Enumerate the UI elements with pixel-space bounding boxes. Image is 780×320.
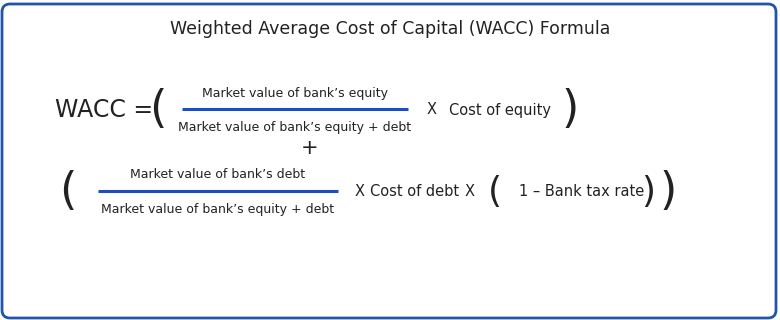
Text: 1 – Bank tax rate: 1 – Bank tax rate [519,185,644,199]
Text: +: + [301,138,319,158]
Text: Cost of equity: Cost of equity [449,102,551,117]
Text: X: X [355,185,365,199]
Text: ): ) [641,175,655,209]
Text: Weighted Average Cost of Capital (WACC) Formula: Weighted Average Cost of Capital (WACC) … [170,20,610,38]
Text: (: ( [59,171,76,213]
Text: ): ) [562,89,579,132]
Text: Market value of bank’s debt: Market value of bank’s debt [130,169,306,181]
Text: X: X [465,185,475,199]
FancyBboxPatch shape [2,4,776,318]
Text: Market value of bank’s equity + debt: Market value of bank’s equity + debt [179,121,412,133]
Text: Cost of debt: Cost of debt [370,185,459,199]
Text: ): ) [659,171,676,213]
Text: Market value of bank’s equity: Market value of bank’s equity [202,86,388,100]
Text: X: X [427,102,437,117]
Text: (: ( [488,175,502,209]
Text: WACC =: WACC = [55,98,153,122]
Text: Market value of bank’s equity + debt: Market value of bank’s equity + debt [101,203,335,215]
Text: (: ( [149,89,167,132]
